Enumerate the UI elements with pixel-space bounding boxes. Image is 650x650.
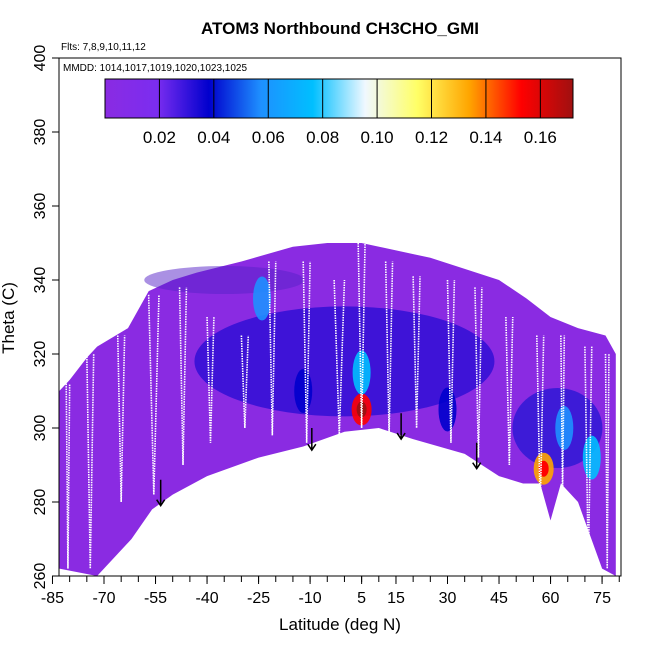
x-axis-label: Latitude (deg N)	[279, 615, 401, 634]
enhancement-4	[253, 276, 272, 321]
x-tick-label-10: 60	[542, 590, 560, 607]
flight-track-12	[412, 276, 421, 429]
colorbar-tick-label-0: 0.02	[143, 128, 176, 147]
dates-annotation: MMDD: 1014,1017,1019,1020,1023,1025	[63, 63, 247, 74]
colorbar-tick-label-2: 0.06	[252, 128, 285, 147]
arrow-3	[472, 442, 482, 471]
colorbar: 0.02 0.04 0.06 0.08 0.10 0.12 0.14 0.16	[104, 78, 574, 147]
flight-track-17	[560, 335, 566, 495]
colorbar-gradient	[105, 79, 573, 118]
flight-track-18	[584, 346, 593, 569]
flight-track-16	[536, 335, 545, 510]
y-axis: 260 280 300 320 340 360 380 400	[32, 45, 59, 590]
flight-track-11	[384, 261, 394, 436]
x-tick-label-0: -85	[41, 590, 64, 607]
flight-track-13	[446, 279, 456, 443]
x-tick-label-8: 30	[439, 590, 457, 607]
arrow-1	[307, 428, 317, 452]
colorbar-frame	[104, 78, 574, 119]
plot-frame	[58, 57, 622, 577]
flight-track-0	[65, 383, 71, 569]
y-tick-label-6: 380	[32, 119, 49, 146]
flight-track-10	[357, 242, 366, 429]
y-axis-label: Theta (C)	[0, 282, 18, 354]
enhancement-6	[294, 369, 313, 413]
flight-track-5	[206, 316, 215, 443]
y-tick-label-7: 400	[32, 45, 49, 72]
y-tick-label-4: 340	[32, 267, 49, 294]
enhancement-3	[582, 435, 601, 480]
enhancement-1	[352, 350, 371, 395]
flight-track-4	[178, 287, 188, 466]
x-tick-label-1: -70	[92, 590, 115, 607]
flight-track-3	[147, 294, 160, 495]
flight-track-9	[333, 279, 346, 436]
flight-track-layer	[65, 242, 610, 569]
flight-track-7	[268, 261, 277, 436]
flight-track-8	[302, 261, 311, 443]
y-tick-label-3: 320	[32, 341, 49, 368]
y-tick-label-0: 260	[32, 563, 49, 590]
y-tick-label-2: 300	[32, 415, 49, 442]
x-tick-label-5: -10	[299, 590, 322, 607]
flights-annotation: Flts: 7,8,9,10,11,12	[61, 42, 146, 53]
x-tick-label-9: 45	[490, 590, 508, 607]
flight-track-15	[505, 316, 514, 466]
x-tick-label-11: 75	[593, 590, 611, 607]
x-tick-label-4: -25	[247, 590, 270, 607]
colorbar-tick-label-7: 0.16	[524, 128, 557, 147]
y-tick-label-1: 280	[32, 489, 49, 516]
colorbar-tick-label-6: 0.14	[469, 128, 502, 147]
chart-title: ATOM3 Northbound CH3CHO_GMI	[201, 19, 479, 38]
flight-track-6	[240, 335, 250, 429]
flight-track-2	[116, 335, 126, 503]
colorbar-tick-label-5: 0.12	[415, 128, 448, 147]
arrow-0	[156, 479, 166, 508]
colorbar-tick-label-3: 0.08	[306, 128, 339, 147]
y-tick-label-5: 360	[32, 193, 49, 220]
arrow-layer	[156, 413, 482, 508]
arrow-2	[396, 413, 406, 441]
colorbar-tick-label-4: 0.10	[361, 128, 394, 147]
colorbar-tick-label-1: 0.04	[197, 128, 230, 147]
flight-track-14	[474, 287, 483, 458]
x-tick-label-7: 15	[387, 590, 405, 607]
x-axis: -85 -70 -55 -40 -25 -10 5 15 30 45 60 75	[41, 576, 620, 607]
x-tick-label-6: 5	[357, 590, 366, 607]
x-tick-label-3: -40	[195, 590, 218, 607]
enhancement-7	[438, 387, 457, 432]
enhancement-5	[555, 406, 574, 450]
flight-track-1	[86, 353, 95, 569]
upper-band	[144, 266, 305, 294]
flight-track-19	[604, 353, 610, 569]
x-tick-label-2: -55	[144, 590, 167, 607]
enhancement-layer	[253, 276, 601, 485]
